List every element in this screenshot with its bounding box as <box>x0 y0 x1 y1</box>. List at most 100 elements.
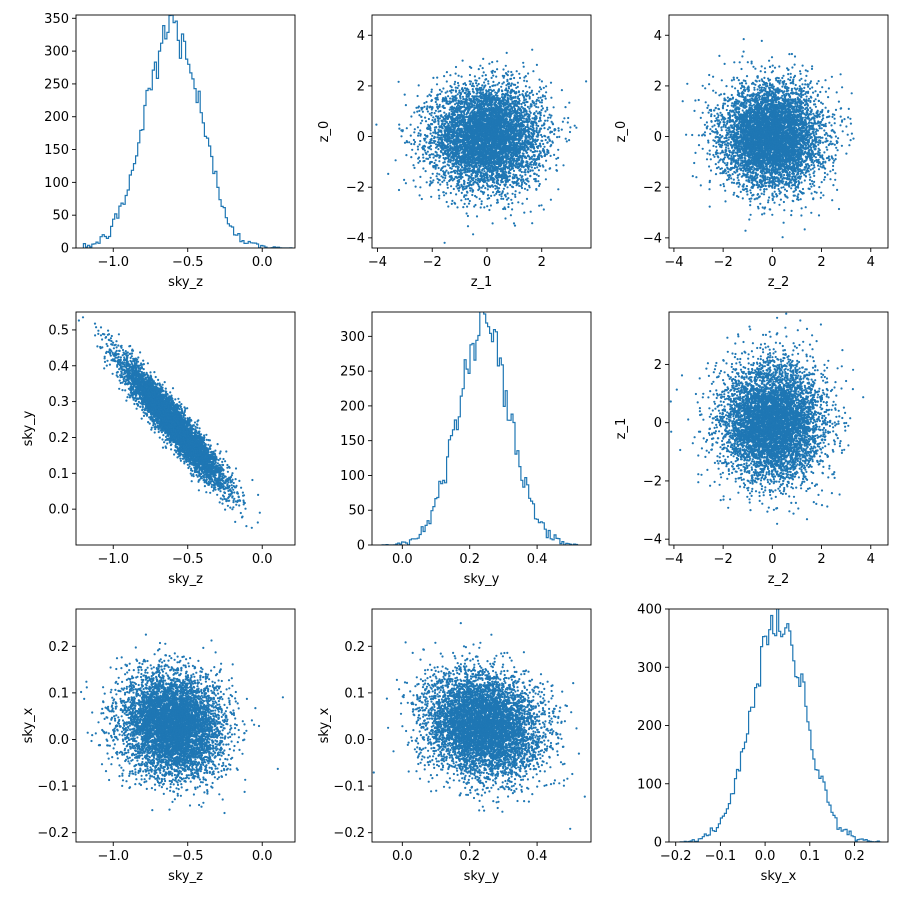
scatter-point <box>426 157 430 160</box>
scatter-point <box>507 70 510 73</box>
scatter-point <box>462 206 465 209</box>
scatter-point <box>517 201 520 204</box>
scatter-point <box>562 164 565 167</box>
scatter-point <box>438 103 441 106</box>
scatter-point <box>541 135 544 138</box>
scatter-point <box>533 178 536 181</box>
scatter-point <box>544 110 547 113</box>
scatter-point <box>496 199 499 202</box>
scatter-point <box>429 180 432 183</box>
scatter-point <box>460 162 463 165</box>
scatter-point <box>439 138 442 141</box>
scatter-point <box>508 141 511 144</box>
scatter-point <box>509 168 512 172</box>
scatter-point <box>448 175 452 178</box>
scatter-point <box>430 153 433 156</box>
scatter-point <box>438 105 441 108</box>
scatter-point <box>479 134 482 137</box>
scatter-point <box>436 107 439 110</box>
scatter-point <box>514 195 517 198</box>
scatter-point <box>542 142 545 146</box>
scatter-point <box>521 175 524 178</box>
scatter-point <box>454 89 457 92</box>
scatter-point <box>510 77 513 80</box>
scatter-point <box>465 113 468 116</box>
scatter-point <box>491 84 494 87</box>
scatter-point <box>416 145 419 148</box>
scatter-point <box>430 88 433 91</box>
y-tick-label: 350 <box>44 12 69 27</box>
scatter-point <box>459 95 462 98</box>
scatter-point <box>471 168 474 172</box>
scatter-point <box>454 175 457 179</box>
scatter-point <box>413 166 416 169</box>
scatter-point <box>531 169 534 172</box>
scatter-point <box>520 125 523 128</box>
scatter-point <box>515 86 518 89</box>
scatter-point <box>510 102 513 105</box>
scatter-point <box>451 95 454 98</box>
scatter-point <box>482 57 485 61</box>
scatter-point <box>538 184 541 187</box>
scatter-point <box>444 120 447 123</box>
scatter-point <box>523 127 527 130</box>
scatter-point <box>489 118 492 121</box>
scatter-point <box>413 140 417 144</box>
scatter-point <box>504 92 507 95</box>
scatter-point <box>443 99 446 102</box>
scatter-point <box>521 178 525 181</box>
scatter-point <box>516 111 519 115</box>
scatter-point <box>480 200 483 203</box>
scatter-point <box>532 93 535 96</box>
scatter-point <box>464 91 467 94</box>
scatter-point <box>482 134 485 137</box>
scatter-point <box>491 222 494 225</box>
scatter-point <box>437 119 440 122</box>
scatter-point <box>457 184 460 187</box>
scatter-point <box>535 130 538 134</box>
scatter-point <box>475 215 479 218</box>
scatter-point <box>497 159 500 162</box>
scatter-point <box>540 99 544 102</box>
scatter-point <box>430 141 434 144</box>
scatter-point <box>480 202 483 206</box>
scatter-point <box>543 95 547 98</box>
scatter-point <box>480 86 483 89</box>
scatter-point <box>418 109 421 112</box>
scatter-point <box>493 194 496 197</box>
scatter-point <box>518 128 521 131</box>
scatter-point <box>422 156 425 159</box>
scatter-point <box>564 106 567 109</box>
scatter-point <box>532 143 535 146</box>
scatter-point <box>443 241 446 244</box>
scatter-point <box>479 206 482 209</box>
scatter-point <box>461 59 464 62</box>
scatter-point <box>528 107 531 110</box>
scatter-point <box>474 181 477 184</box>
scatter-point <box>485 176 488 179</box>
scatter-point <box>403 141 407 144</box>
scatter-point <box>431 119 434 122</box>
scatter-point <box>450 89 453 92</box>
scatter-point <box>434 118 437 121</box>
scatter-point <box>477 82 480 86</box>
scatter-point <box>531 222 534 225</box>
scatter-point <box>529 103 533 106</box>
scatter-point <box>437 181 440 184</box>
scatter-point <box>557 127 560 130</box>
scatter-point <box>553 153 556 156</box>
scatter-point <box>573 124 576 127</box>
scatter-point <box>502 170 505 173</box>
scatter-point <box>514 119 517 122</box>
scatter-point <box>448 113 451 116</box>
scatter-point <box>446 132 449 135</box>
scatter-point <box>489 204 492 207</box>
scatter-point <box>484 84 487 87</box>
scatter-point <box>438 179 441 182</box>
scatter-point <box>472 167 476 170</box>
scatter-point <box>441 127 444 130</box>
scatter-point <box>459 97 462 100</box>
scatter-point <box>478 166 481 169</box>
scatter-point <box>534 143 538 146</box>
